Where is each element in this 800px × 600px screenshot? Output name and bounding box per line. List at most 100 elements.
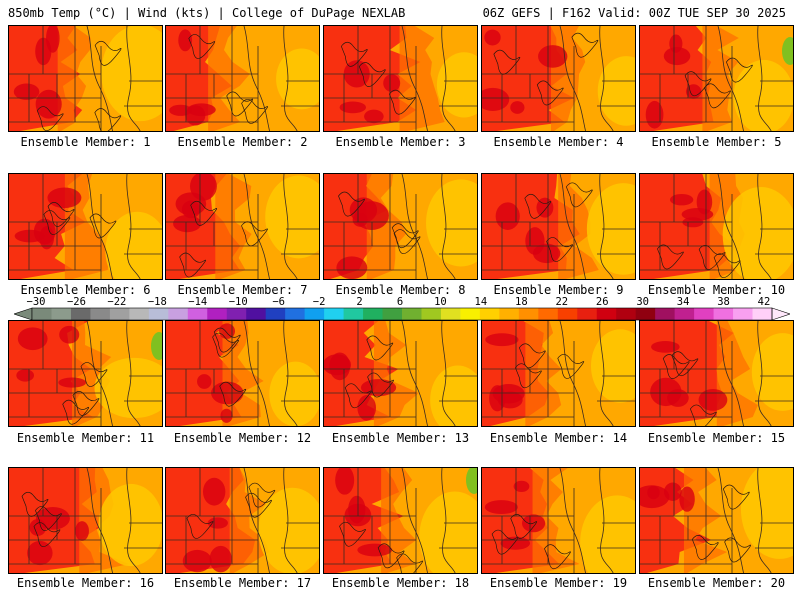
transition-band [366, 174, 406, 279]
ensemble-member-map-10 [639, 173, 794, 280]
member-caption: Ensemble Member: 5 [651, 135, 782, 149]
temperature-contour [241, 221, 268, 247]
temperature-contour [340, 41, 368, 67]
colorbar-swatch [616, 308, 637, 320]
ensemble-member-map-20 [639, 467, 794, 574]
ensemble-member-map-17 [165, 467, 320, 574]
hot-spot [219, 323, 236, 339]
temperature-contour [571, 32, 599, 58]
hot-spot [696, 189, 713, 215]
colorbar-swatch [187, 308, 208, 320]
hot-spot [13, 83, 40, 101]
member-map-svg [9, 321, 162, 426]
member-caption: Ensemble Member: 15 [647, 431, 786, 445]
hot-spot [647, 485, 660, 500]
hot-spot [482, 87, 510, 111]
cooler-air-region [751, 333, 793, 411]
temperature-contour [358, 62, 386, 87]
colorbar-swatch [440, 308, 461, 320]
member-caption: Ensemble Member: 3 [335, 135, 466, 149]
river-line [441, 26, 456, 131]
colorbar-tick-label: 38 [717, 296, 730, 308]
hot-spot [16, 369, 35, 382]
temperature-contour [21, 491, 49, 517]
colorbar-swatch [90, 308, 111, 320]
temperature-contour [565, 182, 593, 208]
hot-spot [485, 333, 519, 347]
river-line [559, 26, 586, 131]
colorbar-swatch [324, 308, 345, 320]
transition-band [702, 26, 739, 131]
colorbar-swatch [752, 308, 773, 320]
ensemble-member-map-19 [481, 467, 636, 574]
river-line [401, 468, 428, 573]
cool-spot [782, 37, 793, 65]
temperature-contour [89, 213, 117, 239]
colorbar-tick-label: 22 [555, 296, 569, 308]
hot-spot [651, 341, 680, 353]
hot-spot [357, 395, 376, 421]
colorbar-tick-label: 14 [474, 296, 488, 308]
colorbar-tick-label: −10 [228, 296, 248, 308]
temperature-contour [493, 49, 521, 75]
colorbar-swatch [733, 308, 754, 320]
colorbar-swatch [577, 308, 598, 320]
river-line [401, 26, 428, 131]
member-caption: Ensemble Member: 10 [647, 283, 786, 297]
hot-spot [197, 374, 212, 389]
river-line [717, 174, 744, 279]
cooler-air-region [94, 357, 162, 419]
temperature-contour [94, 108, 122, 131]
cool-spot [466, 468, 477, 494]
member-map-svg [9, 174, 162, 279]
transition-band [683, 468, 728, 573]
river-line [757, 468, 772, 573]
colorbar-tick-label: −30 [26, 296, 46, 308]
colorbar-swatch [246, 308, 267, 320]
hot-spot [29, 518, 47, 536]
hot-spot [178, 29, 193, 52]
cooler-air-region [101, 26, 162, 122]
cooler-air-region [722, 187, 793, 279]
colorbar-swatch [538, 308, 559, 320]
temperature-contour [491, 529, 519, 555]
temperature-contour [338, 191, 365, 217]
colorbar-swatch [421, 308, 442, 320]
hot-spot [510, 101, 525, 114]
ensemble-member-map-15 [639, 320, 794, 427]
ensemble-member-map-6 [8, 173, 163, 280]
river-line [441, 468, 456, 573]
river-line [243, 321, 270, 426]
colorbar-swatch [479, 308, 500, 320]
colorbar-swatch [596, 308, 617, 320]
river-line [757, 26, 772, 131]
cooler-air-region [590, 329, 635, 403]
hot-spot [484, 500, 518, 515]
member-caption: Ensemble Member: 20 [647, 576, 786, 590]
temperature-contour [377, 543, 405, 569]
colorbar-swatch [109, 308, 130, 320]
river-line [559, 468, 586, 573]
river-line [126, 174, 141, 279]
hot-spot [33, 218, 56, 245]
member-map-svg [324, 26, 477, 131]
hot-spot [173, 214, 202, 233]
hot-spot [47, 187, 82, 209]
temperature-contour [671, 351, 699, 376]
hot-spot [357, 543, 393, 557]
member-caption: Ensemble Member: 13 [331, 431, 470, 445]
temperature-contour [226, 91, 254, 117]
colorbar-tick-label: −2 [312, 296, 326, 308]
temperature-contour [339, 521, 366, 547]
colorbar-swatch [226, 308, 247, 320]
temperature-contour [188, 34, 216, 59]
temperature-contour [724, 537, 751, 563]
hot-spot [335, 468, 355, 495]
member-caption: Ensemble Member: 1 [20, 135, 151, 149]
cooler-air-region [580, 495, 635, 573]
colorbar-swatch [129, 308, 150, 320]
hot-spot [169, 104, 192, 116]
hot-spot [182, 549, 212, 573]
ensemble-member-map-11 [8, 320, 163, 427]
colorbar-swatch [635, 308, 656, 320]
